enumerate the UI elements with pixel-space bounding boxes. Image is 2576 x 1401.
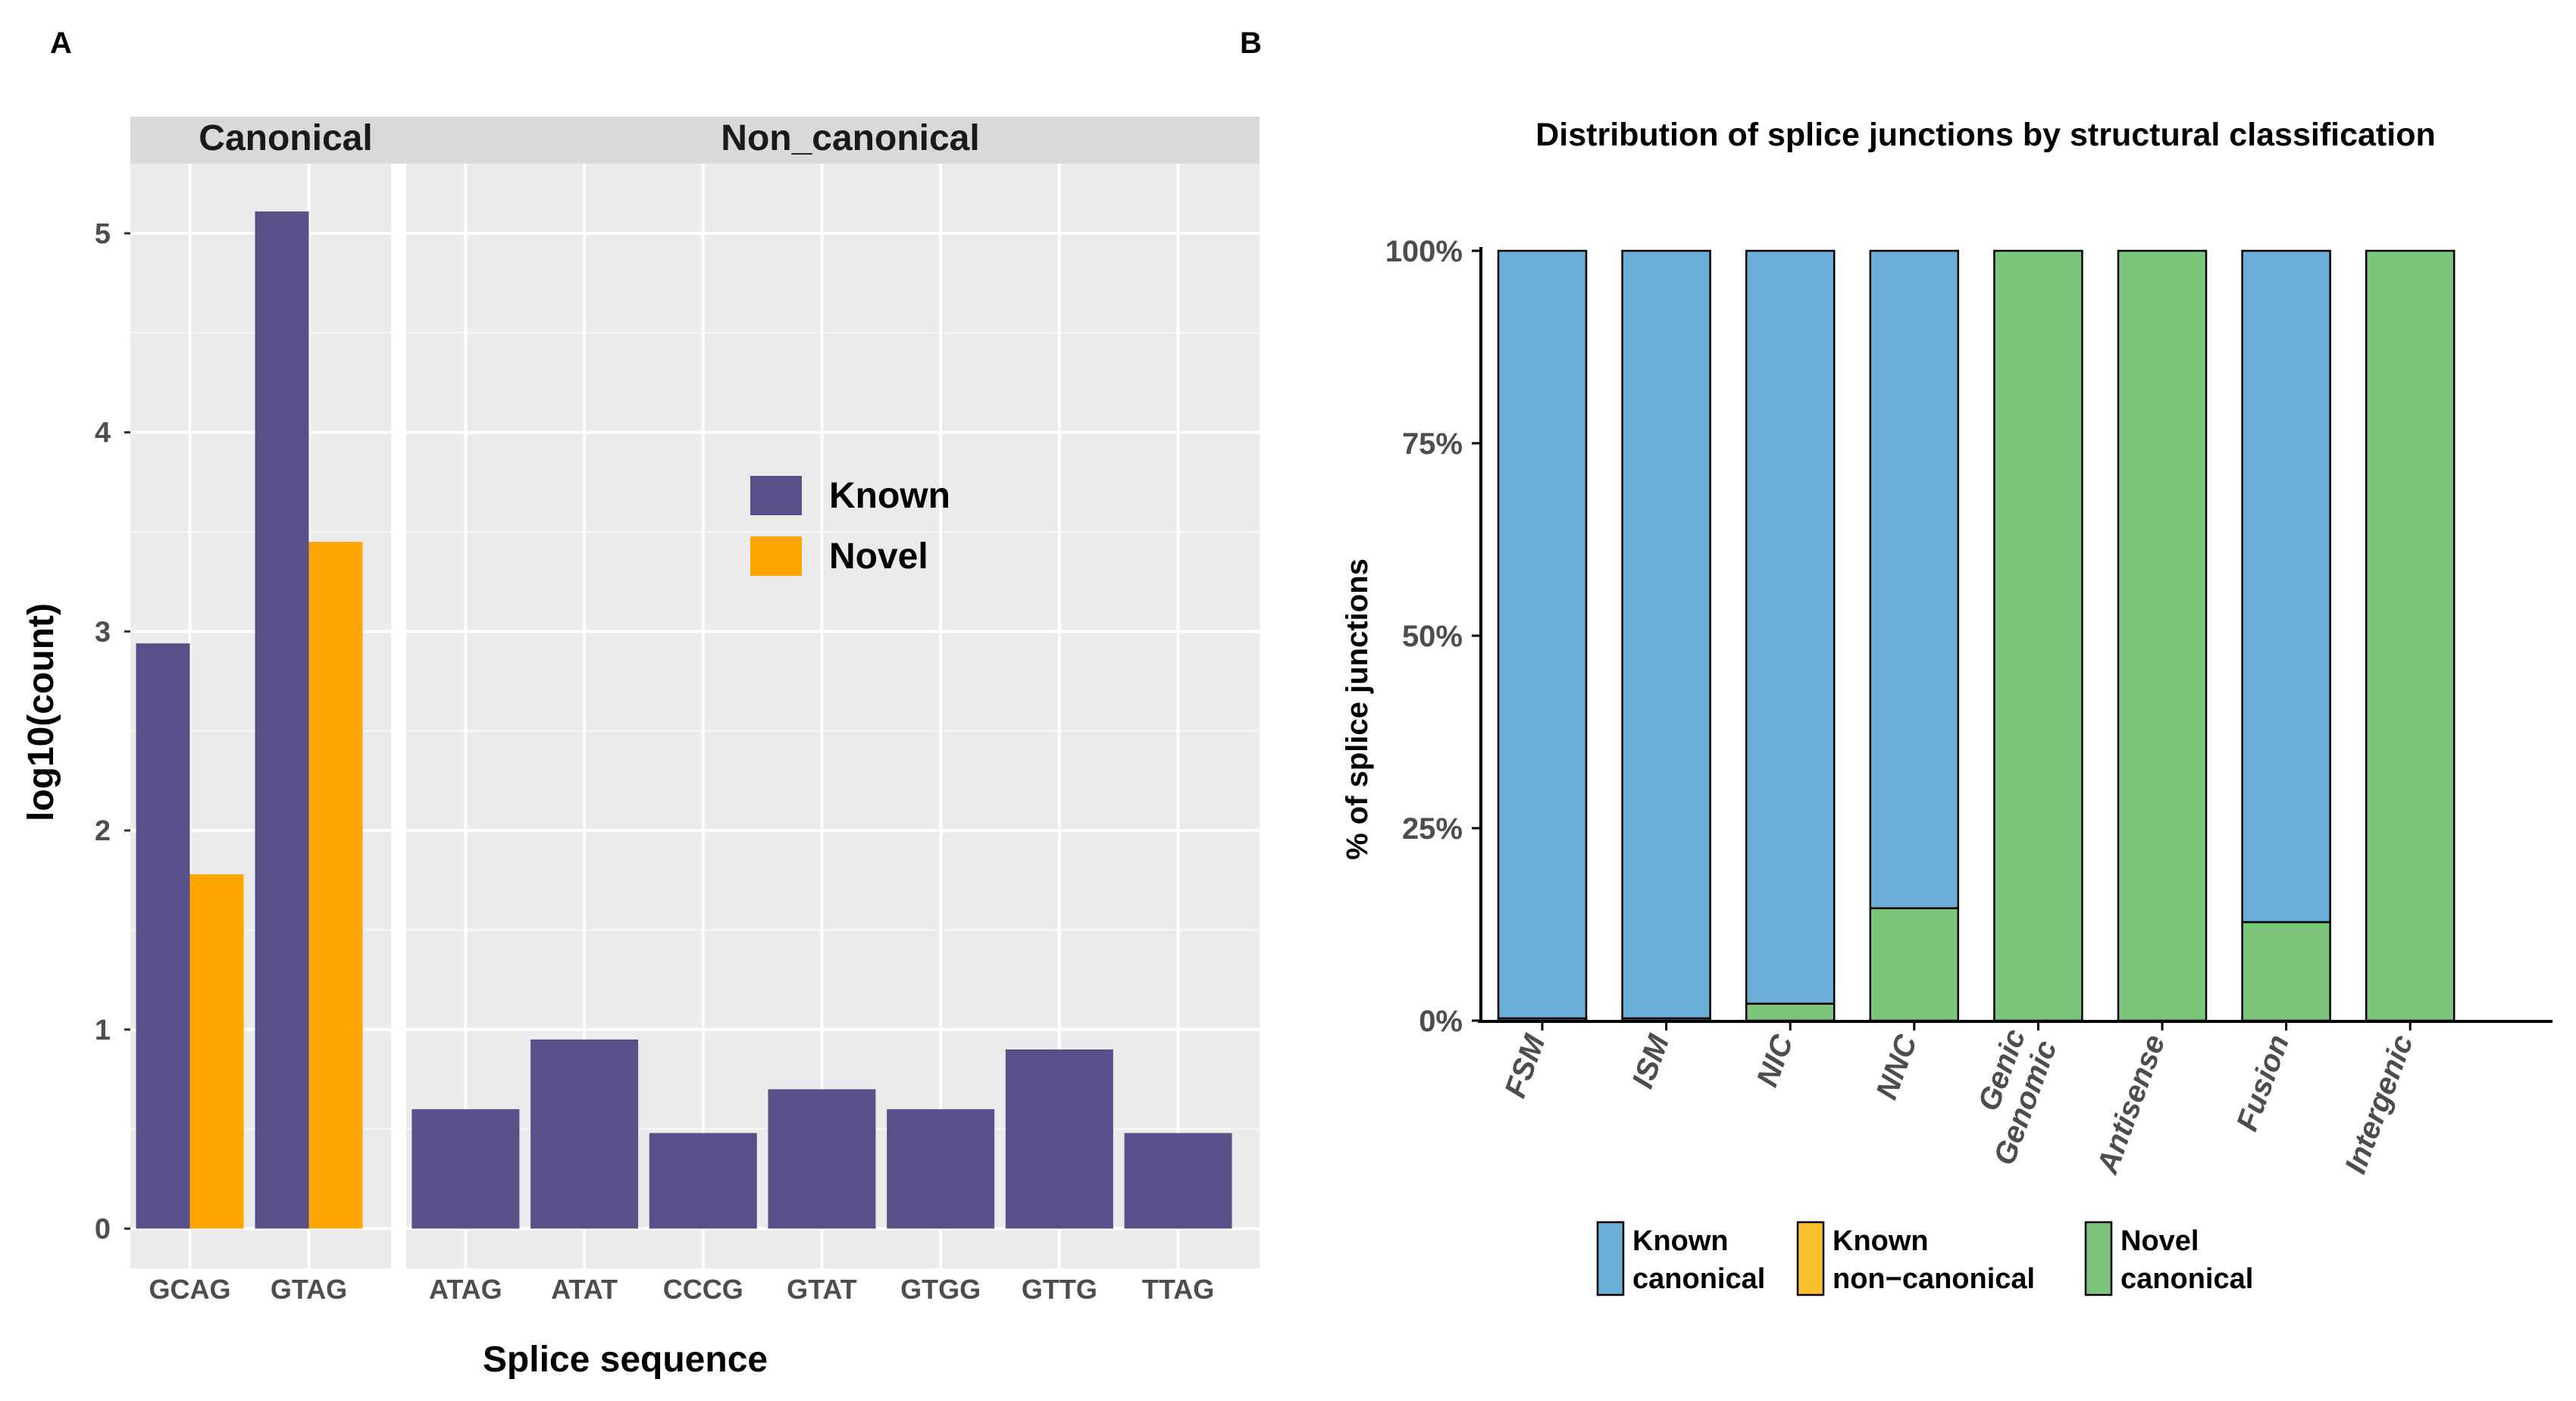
bar-known-ATAG [412,1109,520,1229]
legend-label-line2: canonical [2121,1263,2253,1295]
legend-label-line1: Known [1632,1225,1729,1257]
bar-known-CCCG [649,1133,757,1229]
bar-segment-intergenic-novel-canonical [2365,249,2455,1022]
x-axis-title: Splice sequence [483,1340,768,1380]
y-tick-label: 0% [1419,1005,1463,1038]
x-tick-label: Fusion [2230,1030,2296,1135]
bar-known-TTAG [1124,1133,1232,1229]
y-tick-label: 2 [95,815,111,847]
x-tick-label: Antisense [2090,1030,2171,1179]
x-tick-label: Intergenic [2339,1030,2420,1178]
bar-segment-nnc-known-canonical [1869,249,1960,909]
facet-strip-label: Canonical [199,118,372,158]
bar-segment-nic-novel-canonical [1745,1002,1836,1022]
bar-segment-fusion-novel-canonical [2241,921,2331,1022]
x-tick-label: CCCG [663,1274,743,1305]
y-tick-label: 50% [1402,620,1463,653]
x-tick-label: FSM [1498,1029,1552,1102]
bar-known-GTGG [887,1109,995,1229]
x-tick-label: GTTG [1022,1274,1097,1305]
x-tick-label: ATAT [551,1274,618,1305]
x-tick-label: NNC [1870,1030,1923,1104]
legend-label-line2: non−canonical [1833,1263,2035,1295]
bar-novel-GTAG [308,542,363,1229]
legend-label: Known [829,476,950,516]
y-tick-label: 75% [1402,427,1463,461]
legend-key-1 [1796,1221,1825,1296]
y-tick-label: 4 [95,417,111,449]
facet-strip-0 [130,117,441,164]
x-tick-label: TTAG [1142,1274,1214,1305]
bar-segment-genic-genomic-novel-canonical [1993,249,2083,1022]
y-tick-label: 100% [1385,235,1463,268]
bar-known-ATAT [531,1039,639,1229]
x-tick-label: GenicGenomic [1956,1025,2063,1170]
y-tick-label: 5 [95,218,111,250]
bar-segment-antisense-novel-canonical [2117,249,2208,1022]
bar-segment-fsm-known-canonical [1497,249,1588,1020]
facet-strip-1 [441,117,1260,164]
facet-strip-label: Non_canonical [721,118,979,158]
bar-known-GTAT [768,1089,876,1229]
y-axis-title: log10(count) [21,603,61,821]
x-tick-label: GTAT [787,1274,857,1305]
legend-key-0 [1596,1221,1625,1296]
y-tick-label: 0 [95,1213,111,1245]
bar-segment-ism-known-canonical [1621,249,1711,1020]
panel-label-b: B [1240,27,1262,60]
bar-segment-fusion-known-canonical [2241,249,2331,924]
x-tick-label: GCAG [149,1274,231,1305]
y-axis-title: % of splice junctions [1341,558,1374,860]
legend-label-line1: Known [1833,1225,1929,1257]
x-tick-label: GTGG [900,1274,981,1305]
bar-segment-nic-known-canonical [1745,249,1836,1005]
x-tick-label: NIC [1751,1030,1800,1091]
legend-key-2 [2084,1221,2113,1296]
x-tick-label: ATAG [429,1274,502,1305]
bar-novel-GCAG [189,874,244,1229]
legend-key-novel [750,536,802,576]
panel-a-facet-bar-chart: Canonical GCAG GTAG Non_canonical ATAG ATAT CC… [21,117,1260,1380]
legend-label-line2: canonical [1632,1263,1765,1295]
legend-label-line1: Novel [2121,1225,2199,1257]
bar-known-GCAG [136,643,190,1229]
legend-label: Novel [829,536,928,577]
bar-known-GTAG [255,211,309,1229]
chart-title: Distribution of splice junctions by stru… [1535,117,2435,153]
legend-key-known [750,476,802,515]
bar-known-GTTG [1005,1049,1113,1229]
x-tick-label: GTAG [271,1274,347,1305]
bar-segment-nnc-novel-canonical [1869,907,1960,1022]
panel-label-a: A [50,27,72,60]
y-tick-label: 1 [95,1015,111,1046]
y-tick-label: 25% [1402,812,1463,846]
panel-b-stacked-bar-chart: Distribution of splice junctions by stru… [1341,117,2553,1296]
x-tick-label: ISM [1626,1029,1676,1092]
y-tick-label: 3 [95,616,111,648]
